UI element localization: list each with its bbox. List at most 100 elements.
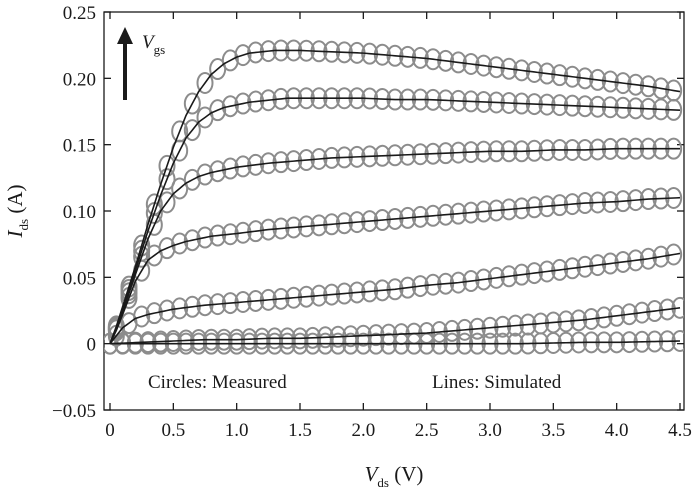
measured-point	[183, 92, 201, 115]
measured-point	[247, 153, 265, 176]
measured-point	[411, 275, 429, 298]
measured-point	[563, 257, 581, 280]
measured-point	[500, 57, 518, 80]
measured-point	[665, 243, 683, 266]
measured-point	[171, 232, 189, 255]
measured-point	[500, 265, 518, 288]
measured-point	[652, 245, 670, 268]
vgs-label: Vgs	[142, 32, 165, 57]
measured-point	[234, 155, 252, 178]
measured-point	[658, 298, 676, 321]
y-tick-label: 0.25	[63, 3, 96, 24]
tick-marks	[104, 11, 684, 411]
measured-point	[133, 305, 151, 328]
x-tick-label: 2.5	[415, 420, 439, 441]
measured-point	[487, 56, 505, 79]
measured-point	[589, 68, 607, 91]
measured-point	[449, 51, 467, 74]
measured-point	[183, 295, 201, 318]
measured-point	[563, 65, 581, 88]
tick-labels: 0 0.5 1.0 1.5 2.0 2.5 3.0 3.5 4.0 4.5 −0.05 0 0.05 0.…	[52, 3, 692, 441]
simulated-curve	[109, 196, 681, 345]
x-tick-label: 2.0	[351, 420, 375, 441]
simulated-curve	[109, 307, 681, 345]
measured-point	[614, 250, 632, 273]
x-tick-label: 3.5	[541, 420, 565, 441]
measured-point	[614, 72, 632, 95]
measured-point	[646, 300, 664, 323]
simulated-curve	[109, 49, 681, 344]
measured-point	[221, 95, 239, 118]
measured-point	[158, 299, 176, 322]
measured-point	[595, 306, 613, 329]
measured-point	[234, 92, 252, 115]
simulated-curves	[109, 49, 681, 345]
vgs-arrow	[117, 27, 133, 100]
measured-point	[183, 119, 201, 142]
measured-point	[196, 71, 214, 94]
x-tick-label: 3.0	[478, 420, 502, 441]
measured-point	[196, 163, 214, 186]
measured-point	[475, 268, 493, 291]
measured-point	[221, 157, 239, 180]
y-tick-label: 0.20	[63, 69, 96, 90]
measured-point	[551, 64, 569, 87]
x-tick-label: 0	[105, 420, 115, 441]
simulated-annotation: Lines: Simulated	[432, 372, 562, 393]
measured-point	[475, 54, 493, 77]
y-tick-label: 0.10	[63, 202, 96, 223]
measured-point	[551, 258, 569, 281]
measured-point	[639, 247, 657, 270]
measured-point	[209, 160, 227, 183]
measured-point	[462, 270, 480, 293]
measured-point	[234, 44, 252, 67]
x-tick-label: 1.0	[225, 420, 249, 441]
measured-point	[158, 237, 176, 260]
measured-point	[639, 75, 657, 98]
y-tick-label: 0.15	[63, 136, 96, 157]
measured-point	[183, 168, 201, 191]
x-tick-label: 4.5	[668, 420, 692, 441]
measured-point	[576, 255, 594, 278]
measured-point	[437, 49, 455, 72]
simulated-curve	[110, 340, 681, 345]
measured-point	[462, 53, 480, 76]
measured-point	[601, 70, 619, 93]
simulated-curve	[109, 147, 680, 344]
measured-point	[525, 262, 543, 285]
measured-point	[633, 301, 651, 324]
y-axis-label: Ids (A)	[3, 185, 31, 239]
measured-point	[525, 60, 543, 83]
measured-point	[620, 303, 638, 326]
measured-point	[158, 154, 176, 177]
x-tick-label: 4.0	[605, 420, 629, 441]
measured-point	[627, 73, 645, 96]
measured-point	[221, 49, 239, 72]
measured-point	[538, 260, 556, 283]
measured-point	[399, 276, 417, 299]
measured-point	[196, 226, 214, 249]
measured-point	[424, 48, 442, 71]
measured-point	[601, 252, 619, 275]
measured-point	[513, 263, 531, 286]
measured-point	[627, 249, 645, 272]
measured-point	[589, 254, 607, 277]
measured-point	[171, 297, 189, 320]
x-tick-label: 1.5	[288, 420, 312, 441]
measured-point	[158, 191, 176, 214]
x-axis-label: Vds (V)	[365, 462, 424, 490]
y-tick-label: 0.05	[63, 268, 96, 289]
x-tick-label: 0.5	[161, 420, 185, 441]
y-tick-label: 0	[87, 335, 97, 356]
measured-point	[209, 99, 227, 122]
simulated-curve	[109, 97, 681, 344]
measured-point	[145, 302, 163, 325]
measured-point	[513, 59, 531, 82]
measured-point	[608, 304, 626, 327]
measured-point	[576, 67, 594, 90]
measured-annotation: Circles: Measured	[148, 372, 287, 393]
y-tick-label: −0.05	[52, 401, 96, 422]
measured-point	[183, 229, 201, 252]
measured-point	[158, 168, 176, 191]
